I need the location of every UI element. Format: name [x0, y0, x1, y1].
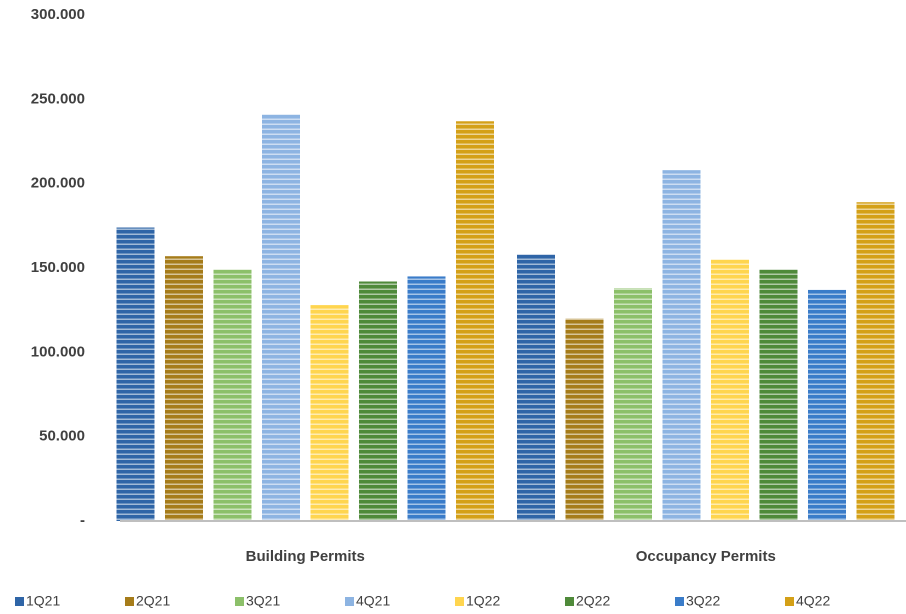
- legend-label: 3Q22: [686, 593, 720, 609]
- bar-stripes: [165, 256, 203, 521]
- legend-swatch: [675, 597, 684, 606]
- y-tick-label: 300.000: [31, 6, 85, 23]
- legend-label: 2Q22: [576, 593, 610, 609]
- bar-stripes: [662, 170, 701, 521]
- x-tick-label: Occupancy Permits: [636, 548, 776, 565]
- bar-stripes: [456, 121, 494, 521]
- legend-swatch: [455, 597, 464, 606]
- bar-stripes: [262, 114, 300, 521]
- x-tick-label: Building Permits: [246, 548, 365, 565]
- bar-stripes: [759, 269, 798, 521]
- y-tick-label: -: [80, 512, 85, 529]
- legend-label: 4Q22: [796, 593, 830, 609]
- y-tick-label: 50.000: [39, 428, 85, 445]
- y-tick-label: 100.000: [31, 343, 85, 360]
- bar-stripes: [614, 288, 652, 521]
- legend-swatch: [15, 597, 24, 606]
- bar-stripes: [711, 259, 749, 521]
- legend-label: 1Q22: [466, 593, 500, 609]
- bar-stripes: [808, 289, 846, 521]
- bar-stripes: [856, 202, 895, 521]
- bar-stripes: [310, 305, 349, 521]
- legend-swatch: [565, 597, 574, 606]
- legend-swatch: [235, 597, 244, 606]
- legend-label: 3Q21: [246, 593, 280, 609]
- legend-label: 4Q21: [356, 593, 390, 609]
- legend-label: 1Q21: [26, 593, 60, 609]
- legend-swatch: [345, 597, 354, 606]
- bar-stripes: [517, 254, 555, 522]
- y-tick-label: 250.000: [31, 90, 85, 107]
- legend-swatch: [785, 597, 794, 606]
- bar-stripes: [116, 227, 155, 521]
- y-tick-label: 200.000: [31, 175, 85, 192]
- y-tick-label: 150.000: [31, 259, 85, 276]
- bar-stripes: [359, 281, 397, 521]
- bar-stripes: [565, 318, 604, 521]
- legend-label: 2Q21: [136, 593, 170, 609]
- bar-stripes: [213, 269, 252, 521]
- legend-swatch: [125, 597, 134, 606]
- bar-stripes: [407, 276, 446, 521]
